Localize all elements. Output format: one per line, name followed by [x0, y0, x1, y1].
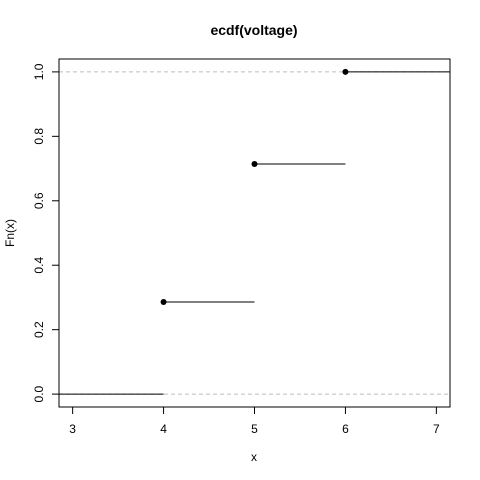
- y-tick-label-4: 0.8: [32, 128, 46, 145]
- step-point-2: [251, 160, 258, 167]
- y-tick-label-2: 0.4: [32, 257, 46, 274]
- x-tick-label-2: 5: [251, 422, 258, 436]
- y-tick-label-1: 0.2: [32, 321, 46, 338]
- y-tick-label-0: 0.0: [32, 385, 46, 402]
- x-axis-label: x: [251, 450, 257, 464]
- x-tick-label-1: 4: [160, 422, 167, 436]
- plot-area: [59, 68, 450, 395]
- x-tick-label-0: 3: [69, 422, 76, 436]
- step-point-3: [342, 68, 349, 75]
- x-axis: 3 4 5 6 7: [69, 407, 440, 436]
- step-point-1: [160, 299, 167, 306]
- y-axis-label: Fn(x): [3, 219, 17, 247]
- plot-frame: [58, 58, 451, 408]
- chart-title: ecdf(voltage): [210, 22, 297, 38]
- y-tick-label-3: 0.6: [32, 192, 46, 209]
- y-tick-label-5: 1.0: [32, 63, 46, 80]
- y-axis: 0.0 0.2 0.4 0.6 0.8 1.0: [32, 63, 59, 402]
- x-tick-label-3: 6: [342, 422, 349, 436]
- x-tick-label-4: 7: [433, 422, 440, 436]
